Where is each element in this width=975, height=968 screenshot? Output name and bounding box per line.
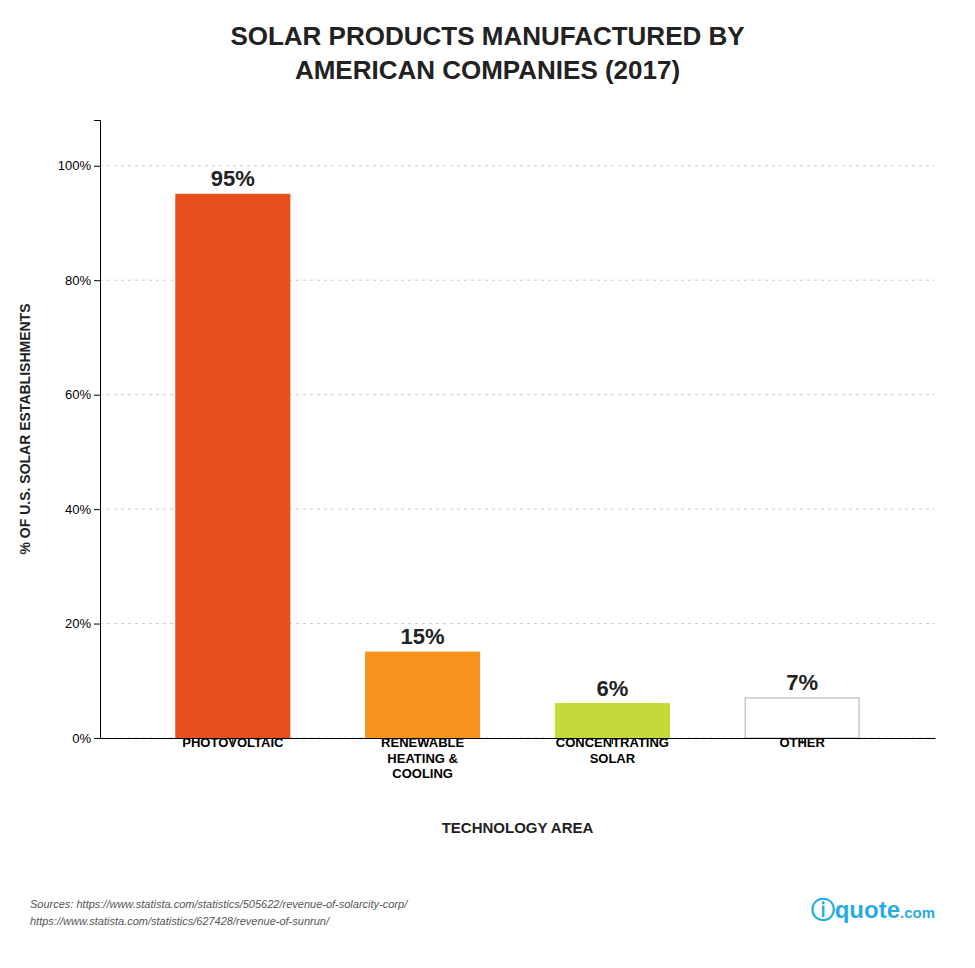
y-axis-line bbox=[94, 121, 101, 739]
y-tick: 0% bbox=[72, 731, 100, 746]
chart: SOLAR PRODUCTS MANUFACTURED BYAMERICAN C… bbox=[0, 0, 975, 968]
y-axis-title: % OF U.S. SOLAR ESTABLISHMENTS bbox=[17, 304, 33, 555]
logo-text: ⓘquote bbox=[811, 896, 900, 923]
logo-text: .com bbox=[900, 904, 935, 921]
x-tick-label: CONCENTRATINGSOLAR bbox=[556, 735, 669, 766]
x-tick: RENEWABLEHEATING &COOLING bbox=[381, 735, 464, 781]
y-tick-label: 0% bbox=[72, 731, 91, 746]
x-tick-label: RENEWABLEHEATING &COOLING bbox=[381, 735, 464, 781]
y-tick-mark bbox=[94, 509, 100, 510]
bars bbox=[176, 194, 859, 738]
bar bbox=[745, 698, 859, 738]
y-tick: 40% bbox=[65, 502, 100, 517]
y-tick-label: 20% bbox=[65, 616, 91, 631]
y-tick-mark bbox=[94, 280, 100, 281]
y-tick-label: 100% bbox=[58, 158, 92, 173]
y-tick-mark bbox=[94, 166, 100, 167]
y-tick: 100% bbox=[58, 158, 100, 173]
source-note: Sources: https://www.statista.com/statis… bbox=[30, 898, 408, 927]
data-labels: 95% 15% 6% 7% bbox=[211, 166, 818, 700]
y-tick-label: 60% bbox=[65, 387, 91, 402]
plot: 0% 20% 40% 60% 80% 100% PHOTOVOLTAICRENEWABLEH… bbox=[58, 121, 936, 782]
bar bbox=[176, 194, 290, 738]
y-tick-label: 40% bbox=[65, 502, 91, 517]
bar bbox=[555, 704, 669, 738]
y-tick: 80% bbox=[65, 273, 100, 288]
data-label: 95% bbox=[211, 166, 255, 191]
y-tick: 60% bbox=[65, 387, 100, 402]
data-label: 6% bbox=[596, 676, 628, 701]
bar bbox=[366, 652, 480, 738]
y-axis: 0% 20% 40% 60% 80% 100% bbox=[58, 121, 101, 746]
grid bbox=[100, 166, 935, 738]
title: SOLAR PRODUCTS MANUFACTURED BYAMERICAN C… bbox=[230, 21, 744, 85]
x-axis-title: TECHNOLOGY AREA bbox=[442, 819, 594, 836]
data-label: 7% bbox=[786, 670, 818, 695]
y-tick: 20% bbox=[65, 616, 100, 631]
y-tick-mark bbox=[94, 624, 100, 625]
y-tick-mark bbox=[94, 395, 100, 396]
data-label: 15% bbox=[401, 624, 445, 649]
y-tick-label: 80% bbox=[65, 273, 91, 288]
x-axis: PHOTOVOLTAICRENEWABLEHEATING &COOLINGCON… bbox=[101, 735, 936, 781]
y-tick-mark bbox=[94, 738, 100, 739]
x-tick: CONCENTRATINGSOLAR bbox=[556, 735, 669, 766]
